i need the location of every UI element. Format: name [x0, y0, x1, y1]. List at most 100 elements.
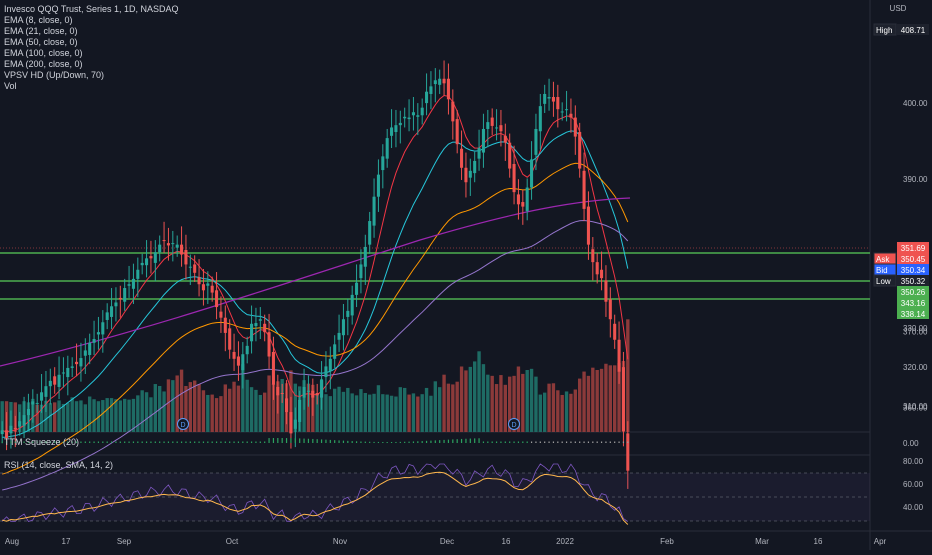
price-label-box: [897, 286, 929, 297]
candle-body: [530, 159, 534, 188]
candle-body: [131, 278, 135, 289]
volume-bar: [613, 365, 617, 432]
candle-body: [569, 113, 573, 118]
volume-bar: [521, 373, 525, 432]
volume-bar: [324, 394, 328, 432]
volume-bar: [372, 393, 376, 432]
volume-bar: [473, 361, 477, 432]
rsi-line: [1, 463, 629, 522]
volume-bar: [249, 387, 254, 432]
price-tick-label: 310.00: [903, 402, 928, 411]
volume-bar: [109, 398, 114, 432]
candle-body: [350, 294, 354, 316]
time-tick-label: Feb: [660, 537, 674, 546]
volume-bar: [35, 404, 39, 432]
volume-bar: [258, 394, 262, 432]
volume-bar: [468, 366, 472, 432]
volume-bar: [420, 394, 424, 432]
volume-bar: [573, 389, 577, 432]
candle-body: [206, 283, 210, 286]
candle-body: [0, 430, 4, 435]
candle-body: [57, 374, 61, 387]
price-label-tag: [873, 274, 897, 287]
price-tick-label: 400.00: [903, 99, 928, 108]
legend-vol: Vol: [4, 81, 17, 91]
candle-body: [442, 78, 446, 84]
candle-body: [136, 269, 140, 279]
volume-bar: [39, 404, 44, 432]
volume-bar: [232, 381, 236, 432]
price-label-box: [897, 264, 929, 275]
volume-bar: [306, 383, 311, 432]
volume-bar: [57, 400, 61, 432]
candle-body: [162, 240, 166, 242]
volume-bar: [512, 375, 516, 432]
candle-body: [363, 246, 367, 267]
candle-body: [201, 284, 205, 291]
price-label-box: [897, 24, 929, 35]
volume-bar: [490, 375, 494, 432]
volume-bar: [451, 384, 455, 432]
candle-body: [499, 125, 503, 132]
candle-body: [197, 277, 201, 285]
candle-body: [92, 339, 96, 343]
volume-bar: [245, 379, 249, 432]
price-tick-label: 390.00: [903, 175, 928, 184]
volume-bar: [92, 399, 96, 432]
candle-body: [171, 243, 175, 245]
candle-body: [40, 392, 44, 401]
volume-bar: [560, 394, 564, 432]
volume-bar: [267, 375, 271, 432]
time-tick-label: Nov: [333, 537, 347, 546]
candle-body: [193, 264, 197, 273]
candle-body: [66, 367, 70, 378]
candle-body: [127, 284, 131, 286]
volume-bar: [569, 393, 573, 432]
candle-body: [521, 202, 525, 207]
candle-body: [44, 386, 48, 397]
candle-body: [324, 366, 328, 378]
rsi-label: RSI (14, close, SMA, 14, 2): [4, 460, 113, 470]
candle-body: [617, 339, 621, 372]
price-tick-label: 330.00: [903, 324, 928, 333]
candle-body: [302, 386, 306, 398]
candle-body: [556, 97, 560, 110]
volume-bar: [0, 401, 4, 432]
candle-body: [486, 122, 490, 129]
candle-body: [267, 332, 271, 357]
candle-body: [626, 433, 630, 471]
volume-bar: [455, 381, 459, 432]
price-label-name: High: [876, 26, 892, 35]
volume-bar: [179, 369, 184, 432]
candle-body: [512, 163, 516, 193]
candle-body: [236, 356, 240, 366]
price-label-value: 350.32: [901, 277, 926, 286]
volume-bar: [376, 385, 381, 432]
candle-body: [175, 244, 179, 248]
candle-body: [508, 142, 512, 169]
candle-body: [306, 390, 310, 392]
candle-body: [123, 288, 127, 302]
candle-body: [22, 415, 26, 426]
candle-body: [372, 196, 376, 226]
volume-bar: [263, 392, 267, 432]
candle-body: [341, 319, 345, 336]
candle-body: [451, 101, 455, 122]
volume-bar: [617, 362, 621, 432]
candle-body: [166, 243, 170, 246]
volume-bar: [564, 391, 569, 432]
volume-bar: [315, 393, 319, 432]
candle-body: [534, 128, 538, 155]
volume-bar: [359, 389, 363, 432]
volume-bar: [446, 383, 451, 432]
candle-body: [101, 322, 105, 335]
volume-bar: [543, 392, 547, 432]
candle-body: [223, 317, 227, 333]
price-label-name: Ask: [876, 255, 890, 264]
candle-body: [18, 421, 22, 427]
price-label-value: 350.45: [901, 255, 926, 264]
volume-bar: [136, 395, 140, 432]
candle-body: [565, 109, 569, 111]
volume-bar: [604, 363, 608, 432]
